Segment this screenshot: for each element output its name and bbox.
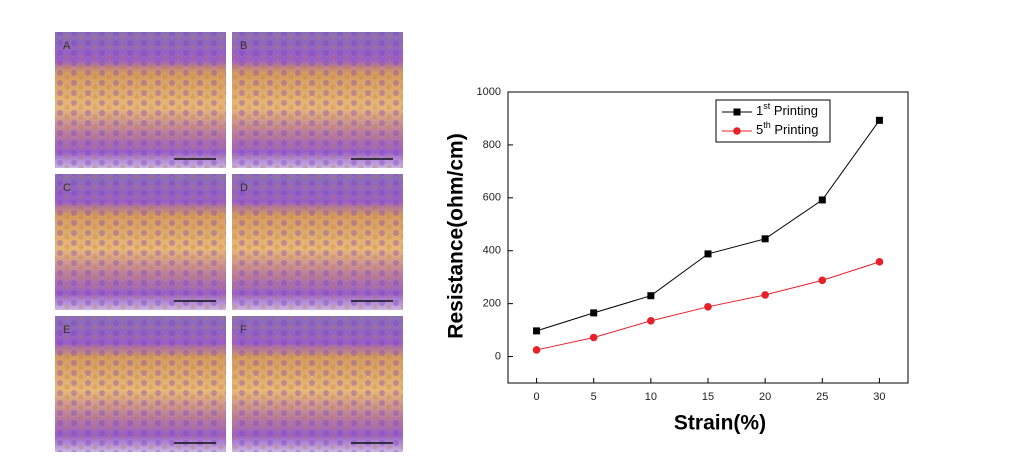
legend-marker [733,127,741,135]
micrograph-texture [55,316,226,452]
micrograph-panels: A B C D E F [55,32,403,452]
panel-label: F [240,324,247,336]
y-tick-label: 600 [483,192,501,204]
data-point [647,317,655,325]
y-tick-label: 800 [483,139,501,151]
panel-label: B [240,40,247,52]
y-tick-label: 1000 [477,86,501,98]
micrograph-texture [232,32,403,168]
panel-label: D [240,182,248,194]
data-point [761,235,769,243]
legend-label: 1st Printing [756,101,818,118]
y-axis-title: Resistance(ohm/cm) [445,133,468,338]
data-point [532,346,541,354]
data-point [761,291,769,299]
data-point [589,333,598,342]
panel-label: A [63,40,71,52]
data-point [875,116,883,124]
micrograph-texture [55,174,226,310]
x-axis-title: Strain(%) [674,412,766,435]
micrograph-texture [232,174,403,310]
y-tick-label: 400 [483,245,501,257]
micrograph-texture [55,32,226,168]
panel-label: E [63,324,70,336]
data-point [704,303,712,311]
legend-label: 5th Printing [756,120,818,137]
x-tick-label: 15 [702,391,714,403]
data-point [590,309,598,317]
series-line [536,120,880,332]
data-point [875,258,884,266]
x-tick-label: 0 [534,391,540,403]
x-tick-label: 5 [591,391,597,403]
panel-label: C [63,182,71,194]
data-point [818,276,827,285]
x-tick-label: 10 [645,391,657,403]
data-point [533,327,541,335]
data-point [818,196,826,204]
x-tick-label: 20 [759,391,771,403]
x-tick-label: 25 [816,391,828,403]
data-point [704,250,712,258]
y-tick-label: 0 [495,350,501,362]
plot-frame [507,91,909,384]
legend-box [715,99,831,143]
data-point [647,292,655,300]
micrograph-texture [232,316,403,452]
legend-marker [733,108,741,116]
y-tick-label: 200 [483,298,501,310]
x-tick-label: 30 [873,391,885,403]
